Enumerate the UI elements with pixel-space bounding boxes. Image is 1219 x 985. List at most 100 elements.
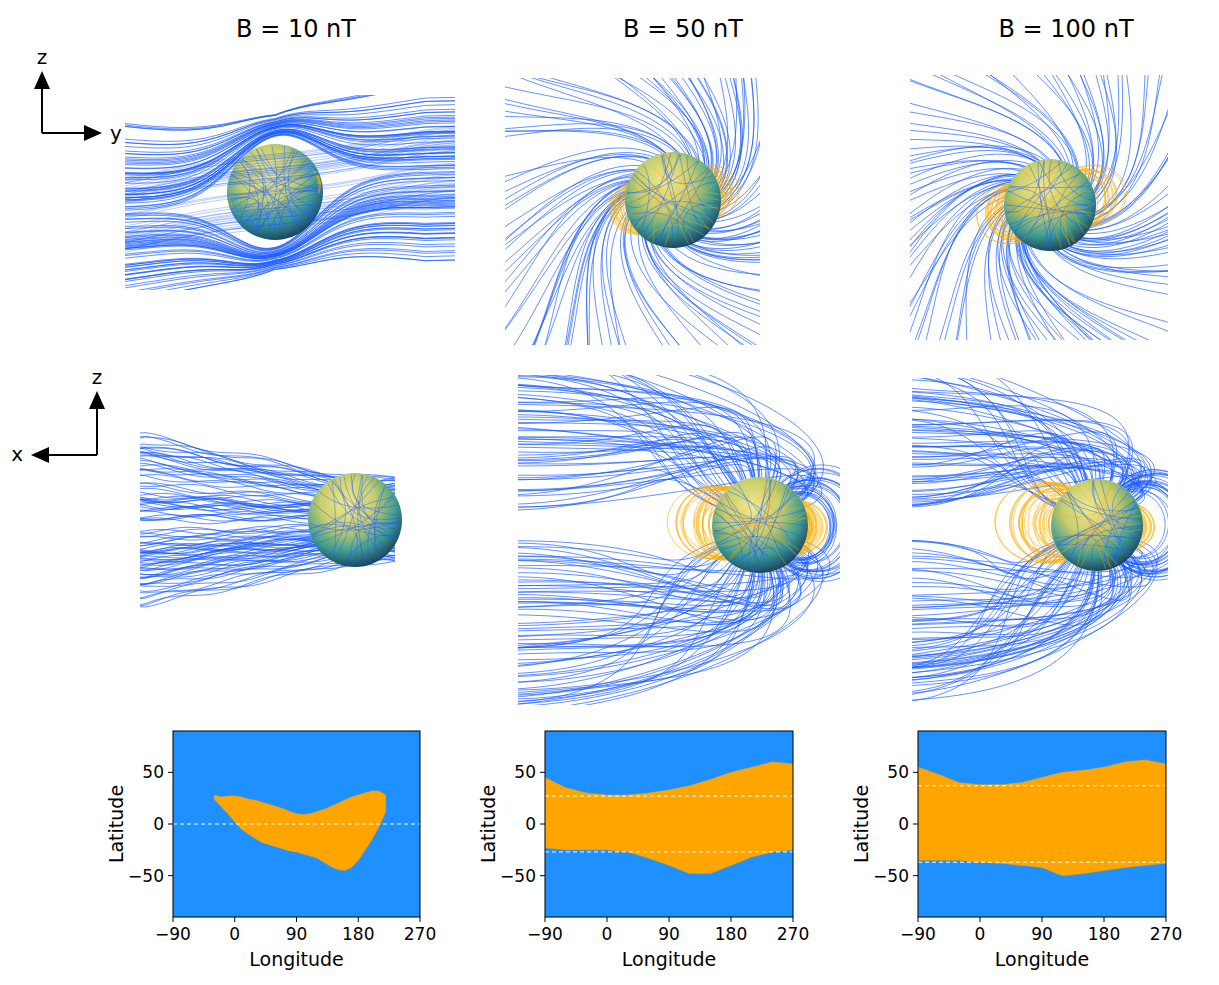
field-line [910,174,1019,328]
field-line [518,458,741,481]
field-line [125,165,455,216]
field-line [768,482,786,564]
field-line [910,189,1008,340]
field-line [912,556,1063,590]
field-line [1063,496,1110,568]
planet [625,152,721,248]
field-line [125,198,455,249]
field-line [638,230,748,345]
field-line [1056,501,1135,541]
field-line [518,561,799,705]
field-line [912,563,1131,673]
field-line [680,243,760,299]
field-line [125,191,455,242]
field-line [912,544,1055,650]
column-title: B = 50 nT [623,15,743,43]
x-tick [358,917,359,922]
region-area [918,760,1166,876]
field-line [140,433,395,478]
field-line [1007,162,1062,216]
field-line [125,137,455,188]
field-line [1062,544,1117,565]
field-line [125,175,455,226]
field-line [518,555,723,608]
y-tick [913,772,918,773]
field-line [910,190,1007,340]
field-line-render [518,375,840,705]
field-line [125,153,455,204]
field-line [714,530,758,572]
field-line [669,154,720,195]
x-tick [731,917,732,922]
plot-frame [918,731,1166,917]
field-line [714,481,775,528]
field-line [1054,515,1091,567]
plot-area [173,731,420,917]
field-line [125,198,455,249]
field-line [540,78,691,160]
field-line [316,495,393,544]
field-line [720,501,745,560]
field-line [518,573,768,648]
field-line [589,78,700,164]
field-line [518,375,732,486]
region-area [545,762,793,874]
field-line [505,124,684,158]
plot-background [173,731,420,917]
field-line [518,573,755,622]
y-tick-label: −50 [500,866,536,886]
plot-area [545,731,793,917]
field-line [912,563,1126,655]
x-axis-title: Longitude [995,948,1090,970]
x-tick-label: −90 [900,924,936,944]
field-line [1026,240,1146,340]
field-line [1095,75,1156,215]
field-line [761,478,805,519]
planet [1004,159,1096,251]
map-panel: −90090180270−50050LongitudeLatitude [850,731,1182,970]
field-line [912,392,1134,491]
field-line [518,548,718,648]
field-line [912,544,1055,702]
field-line [125,128,455,179]
field-line [1006,161,1044,213]
field-line [518,548,823,705]
field-line [1052,246,1168,267]
field-line [1101,481,1129,556]
column-title: B = 10 nT [236,15,356,43]
field-line [1018,235,1156,340]
field-line [518,375,732,486]
field-line [505,171,638,291]
field-line [1006,174,1082,211]
field-line [912,407,1113,482]
axis-arrow [96,393,98,455]
field-line [505,130,670,157]
axis-arrow [42,132,100,134]
x-tick-label: −90 [155,924,191,944]
field-line [912,571,1098,684]
field-line [1023,178,1085,241]
x-tick-label: 270 [777,924,809,944]
field-line [595,78,704,167]
field-line [912,556,1142,667]
field-line [721,480,771,550]
axis-letter: z [92,365,103,389]
y-tick [913,875,918,876]
x-tick-label: 180 [715,924,747,944]
field-line [518,569,783,629]
field-line [518,398,755,477]
x-tick-label: 90 [1031,924,1053,944]
x-tick-label: 270 [1150,924,1182,944]
field-line [359,478,382,556]
field-line [717,507,803,542]
field-line [328,481,345,557]
field-line [518,572,752,601]
field-line [716,509,796,554]
field-line [505,78,692,160]
field-line [518,441,781,481]
axis-letter: x [11,442,23,466]
field-line [644,234,760,345]
x-tick-label: −90 [527,924,563,944]
field-line [678,197,720,244]
field-line [1077,484,1114,565]
